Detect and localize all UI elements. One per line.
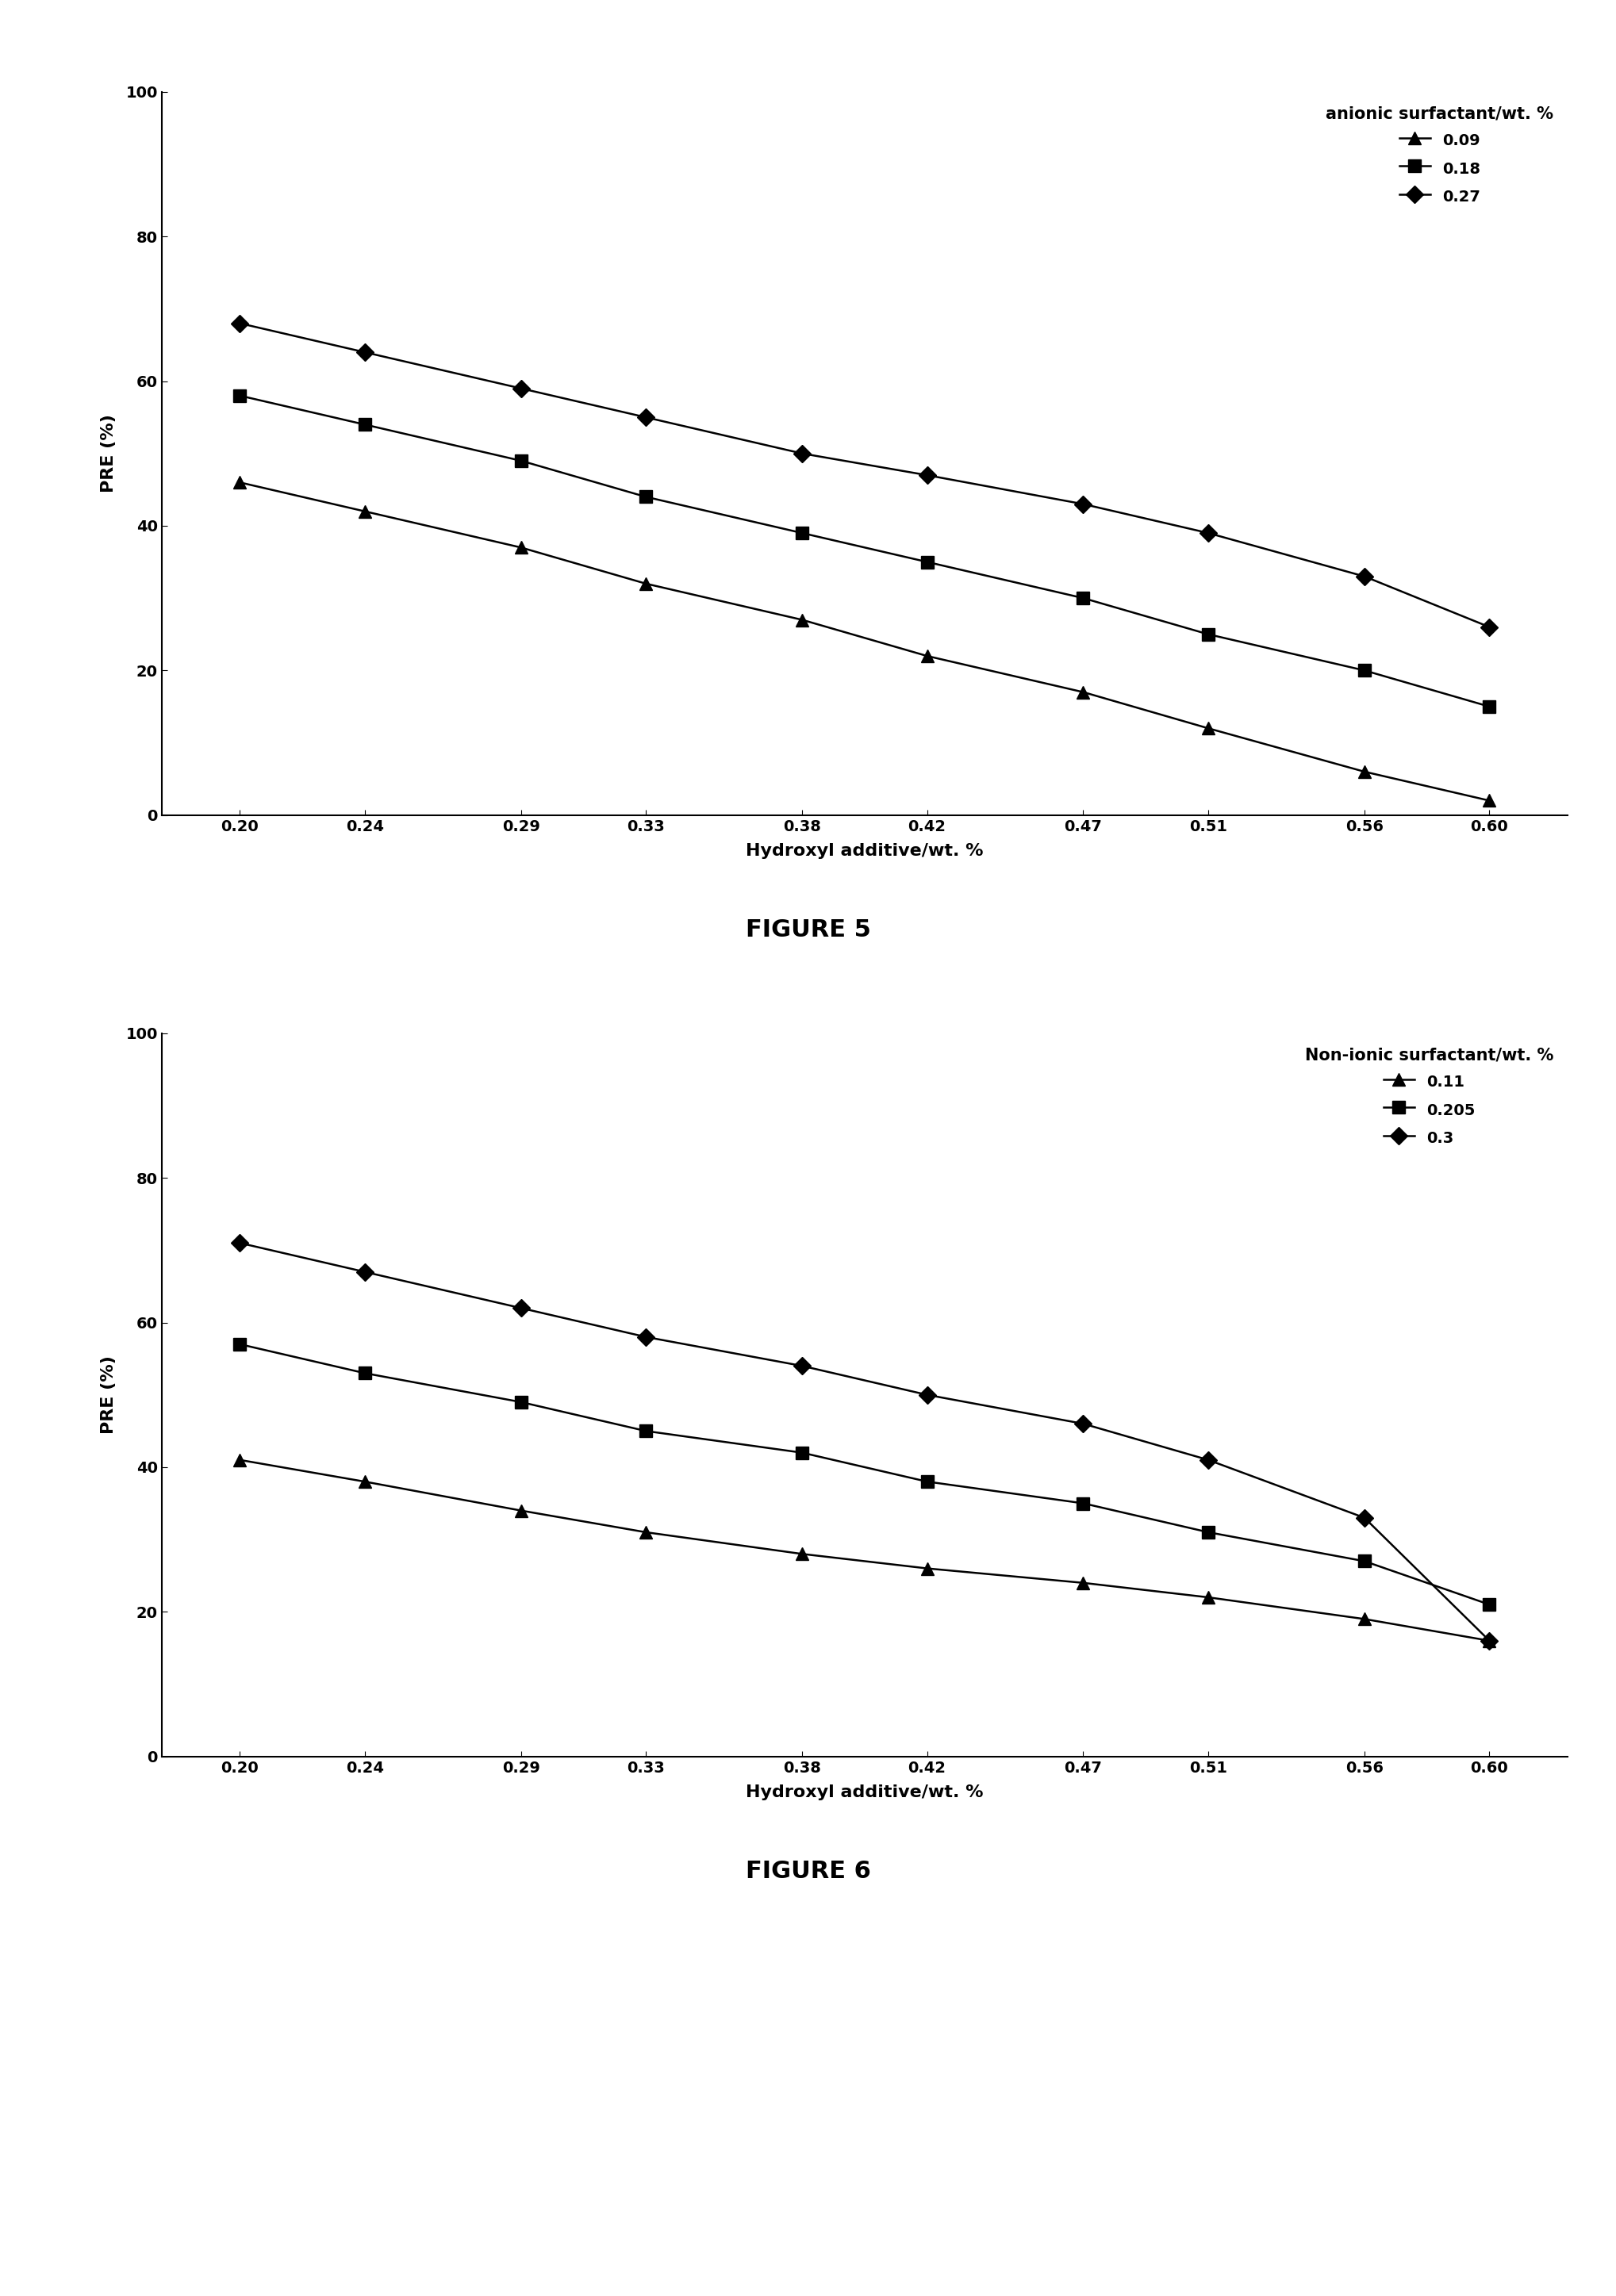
0.18 [637, 482, 656, 510]
0.27 [356, 338, 375, 365]
0.3 [356, 1258, 375, 1286]
0.18 [229, 381, 249, 409]
0.11 [511, 1497, 530, 1525]
0.3 [1354, 1504, 1374, 1531]
0.11 [1199, 1584, 1218, 1612]
0.205 [1199, 1518, 1218, 1545]
0.3 [1480, 1628, 1500, 1655]
Y-axis label: PRE (%): PRE (%) [102, 413, 116, 494]
0.27 [792, 441, 811, 468]
0.3 [918, 1380, 937, 1407]
0.205 [637, 1417, 656, 1444]
0.09 [1480, 788, 1500, 815]
0.27 [1073, 491, 1092, 519]
0.11 [1354, 1605, 1374, 1632]
0.18 [1073, 585, 1092, 613]
0.27 [1199, 519, 1218, 546]
Line: 0.18: 0.18 [234, 390, 1495, 712]
Text: FIGURE 6: FIGURE 6 [745, 1860, 871, 1883]
Legend: 0.09, 0.18, 0.27: 0.09, 0.18, 0.27 [1320, 99, 1559, 211]
X-axis label: Hydroxyl additive/wt. %: Hydroxyl additive/wt. % [745, 1784, 984, 1800]
0.09 [511, 533, 530, 560]
0.205 [356, 1359, 375, 1387]
0.3 [637, 1322, 656, 1350]
Line: 0.11: 0.11 [234, 1453, 1495, 1646]
0.3 [1199, 1446, 1218, 1474]
0.11 [1480, 1628, 1500, 1655]
0.18 [792, 519, 811, 546]
0.11 [792, 1541, 811, 1568]
0.18 [1354, 657, 1374, 684]
0.205 [1354, 1548, 1374, 1575]
0.205 [918, 1467, 937, 1495]
0.09 [792, 606, 811, 634]
0.18 [1480, 693, 1500, 721]
0.11 [1073, 1568, 1092, 1596]
Legend: 0.11, 0.205, 0.3: 0.11, 0.205, 0.3 [1299, 1040, 1559, 1153]
0.09 [918, 643, 937, 670]
Y-axis label: PRE (%): PRE (%) [102, 1355, 116, 1435]
0.09 [1354, 758, 1374, 785]
0.27 [1480, 613, 1500, 641]
0.3 [511, 1295, 530, 1322]
0.11 [918, 1554, 937, 1582]
Line: 0.27: 0.27 [234, 317, 1495, 634]
0.27 [511, 374, 530, 402]
0.27 [637, 404, 656, 432]
0.205 [229, 1329, 249, 1357]
0.11 [229, 1446, 249, 1474]
0.18 [511, 448, 530, 475]
0.205 [511, 1389, 530, 1417]
0.11 [356, 1467, 375, 1495]
0.11 [637, 1518, 656, 1545]
0.09 [637, 569, 656, 597]
Line: 0.205: 0.205 [234, 1339, 1495, 1609]
0.205 [1073, 1490, 1092, 1518]
0.205 [792, 1440, 811, 1467]
0.18 [1199, 620, 1218, 647]
0.09 [1073, 677, 1092, 705]
Text: FIGURE 5: FIGURE 5 [745, 918, 871, 941]
Line: 0.09: 0.09 [234, 475, 1495, 806]
0.09 [356, 498, 375, 526]
0.205 [1480, 1591, 1500, 1619]
0.27 [1354, 563, 1374, 590]
0.3 [792, 1352, 811, 1380]
0.3 [1073, 1410, 1092, 1437]
0.09 [229, 468, 249, 496]
0.27 [229, 310, 249, 338]
0.27 [918, 461, 937, 489]
0.3 [229, 1228, 249, 1256]
X-axis label: Hydroxyl additive/wt. %: Hydroxyl additive/wt. % [745, 843, 984, 859]
0.09 [1199, 714, 1218, 742]
0.18 [918, 549, 937, 576]
0.18 [356, 411, 375, 439]
Line: 0.3: 0.3 [234, 1238, 1495, 1646]
